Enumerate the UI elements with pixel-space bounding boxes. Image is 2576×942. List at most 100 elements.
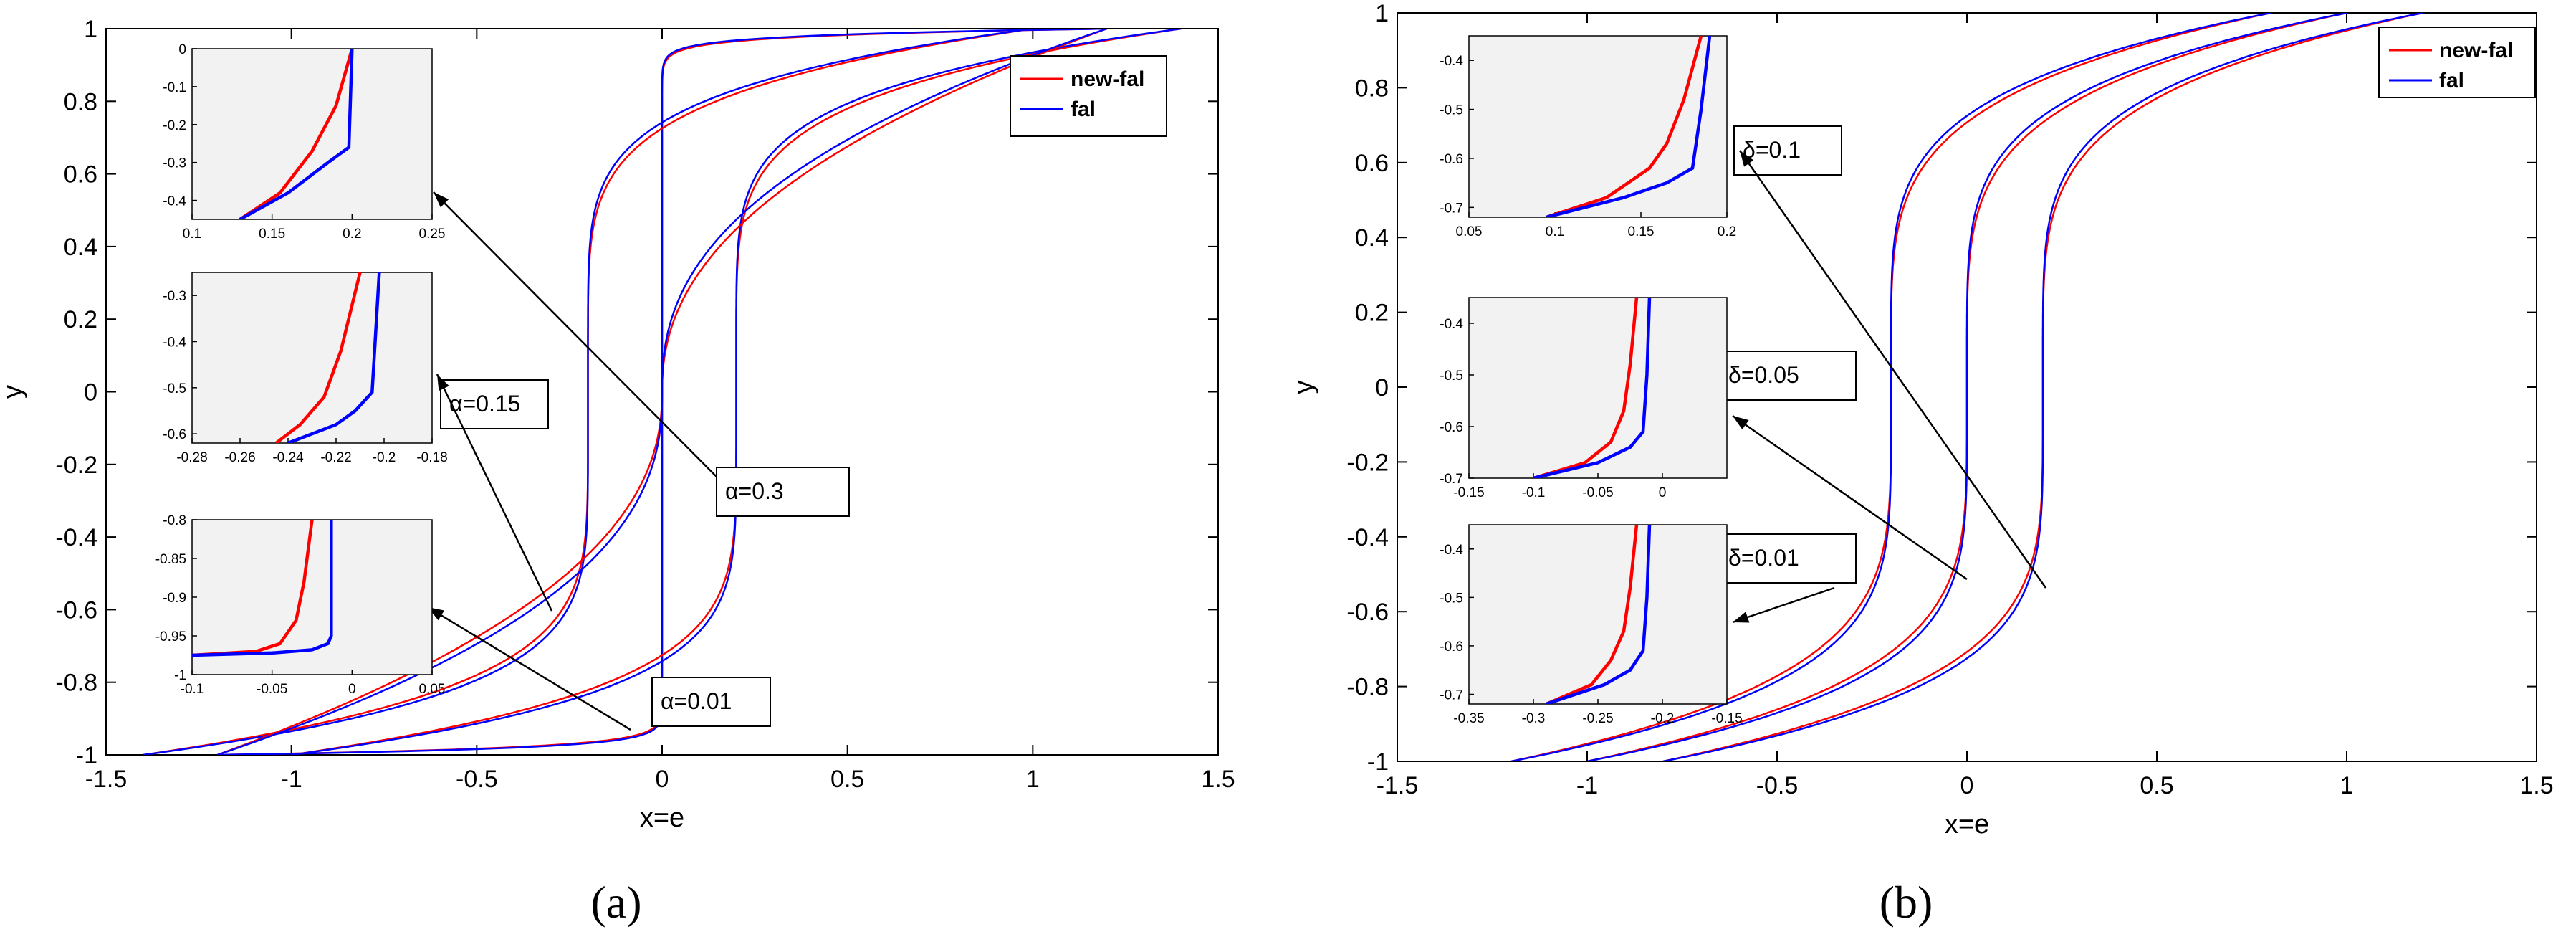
y-tick-label: 1 xyxy=(1375,0,1389,27)
annotation-box xyxy=(651,677,771,727)
y-tick-label: 0.4 xyxy=(1355,224,1389,252)
annotation-label: δ=0.1 xyxy=(1743,137,1801,163)
inset-series-new_fal xyxy=(1546,36,1703,217)
inset-y-tick-label: -0.9 xyxy=(163,591,186,606)
legend-label: new-fal xyxy=(2439,39,2513,62)
y-tick-label: 0.2 xyxy=(64,306,97,333)
inset-series-new_fal xyxy=(274,272,362,443)
legend-label: new-fal xyxy=(1071,67,1144,91)
inset-series-fal xyxy=(239,49,354,219)
inset-x-tick-label: 0.2 xyxy=(343,227,361,242)
inset-x-tick-label: 0.1 xyxy=(183,227,201,242)
annotation-arrow-1-line xyxy=(1732,414,1968,581)
curves xyxy=(1510,13,2423,761)
inset-y-tick-label: -0.7 xyxy=(1440,688,1463,703)
inset-x-tick-label: 0.25 xyxy=(419,227,446,242)
inset-series-fal xyxy=(287,272,381,443)
y-tick-label: -0.4 xyxy=(55,524,97,551)
y-tick-label: 1 xyxy=(84,16,97,43)
x-tick-label: 1.5 xyxy=(2519,772,2553,799)
y-tick-label: 0.6 xyxy=(64,161,97,189)
inset-x-tick-label: -0.24 xyxy=(272,450,304,465)
y-tick-label: -0.4 xyxy=(1346,524,1389,551)
inset-curves xyxy=(1533,298,1652,478)
x-tick-label: 1.5 xyxy=(1201,766,1235,793)
inset-y-tick-label: -0.6 xyxy=(1440,639,1463,655)
y-tick-label: 0.8 xyxy=(64,88,97,115)
inset-y-tick-label: -0.5 xyxy=(1440,103,1463,118)
series-fal-0 xyxy=(1510,13,2271,761)
inset-y-tick-label: -0.7 xyxy=(1440,472,1463,487)
series-fal-2 xyxy=(291,29,1182,755)
inset-1: -0.28 -0.26 -0.24 -0.22 -0.2 -0.18 -0.3 -0.4 -0.… xyxy=(163,272,448,465)
y-axis-label: y xyxy=(0,385,28,399)
inset-x-tick-label: 0.05 xyxy=(1456,224,1483,239)
x-tick-label: 1 xyxy=(2340,772,2354,799)
inset-y-tick-label: -0.6 xyxy=(1440,152,1463,167)
inset-plot-area xyxy=(1468,35,1728,218)
x-tick-label: 0 xyxy=(1960,772,1974,799)
inset-x-tick-label: -0.1 xyxy=(181,682,204,697)
x-axis-label: x=e xyxy=(640,803,684,833)
inset-plot-area xyxy=(191,272,433,444)
inset-x-tick-label: 0.15 xyxy=(1628,224,1655,239)
inset-x-tick-label: -0.22 xyxy=(320,450,351,465)
inset-curves xyxy=(274,272,381,443)
inset-x-tick-label: -0.05 xyxy=(257,682,287,697)
inset-y-tick-label: -0.3 xyxy=(163,289,186,304)
x-axis-label: x=e xyxy=(1945,809,1989,839)
inset-x-tick-label: 0.15 xyxy=(259,227,285,242)
annotation-label: α=0.15 xyxy=(449,391,520,417)
inset-plot-area xyxy=(191,48,433,220)
inset-0: 0.05 0.1 0.15 0.2 -0.4 -0.5 -0.6 -0.7 xyxy=(1440,35,1736,239)
curves xyxy=(143,29,1182,755)
series-fal-1 xyxy=(143,29,1033,755)
inset-x-tick-label: 0.05 xyxy=(419,682,446,697)
annotation-arrow-0-line xyxy=(433,191,717,477)
y-tick-label: 0.8 xyxy=(1355,75,1389,102)
inset-y-tick-label: -0.4 xyxy=(1440,54,1463,69)
y-tick-label: -0.2 xyxy=(55,452,97,479)
x-tick-label: 0 xyxy=(656,766,669,793)
annotation-arrow-0-head xyxy=(1740,151,1754,167)
y-tick-label: -1 xyxy=(76,742,97,769)
inset-series-new_fal xyxy=(192,520,314,657)
inset-y-tick-label: -0.4 xyxy=(1440,317,1463,332)
inset-x-tick-label: -0.05 xyxy=(1582,485,1613,500)
inset-series-fal xyxy=(1546,525,1652,704)
inset-x-tick-label: -0.25 xyxy=(1582,711,1613,726)
inset-y-tick-label: -0.1 xyxy=(163,80,186,95)
series-fal-1 xyxy=(1586,13,2347,761)
inset-x-tick-label: -0.2 xyxy=(373,450,396,465)
inset-y-tick-label: -0.95 xyxy=(155,629,186,644)
inset-1: -0.15 -0.1 -0.05 0 -0.4 -0.5 -0.6 -0.7 xyxy=(1440,297,1728,500)
inset-2: -0.35 -0.3 -0.25 -0.2 -0.15 -0.4 -0.5 -0.6 -0.7 xyxy=(1440,524,1743,726)
legend-label: fal xyxy=(2439,69,2464,92)
panel-a: -1.5 -1 -0.5 0 0.5 1 1.5-1-0.8-0.6-0.4-0.200.2… xyxy=(0,16,1235,833)
inset-x-tick-label: -0.3 xyxy=(1522,711,1546,726)
inset-x-tick-label: 0 xyxy=(1659,485,1667,500)
x-tick-label: -1 xyxy=(1576,772,1598,799)
inset-plot-area xyxy=(1468,297,1728,479)
panel-b: -1.5 -1 -0.5 0 0.5 1 1.5-1-0.8-0.6-0.4-0.200.2… xyxy=(1289,0,2554,839)
inset-y-tick-label: -0.4 xyxy=(163,335,186,350)
inset-0: 0.1 0.15 0.2 0.25 0 -0.1 -0.2 -0.3 -0.4 xyxy=(163,42,445,242)
inset-y-tick-label: -0.85 xyxy=(155,552,186,567)
y-tick-label: -0.6 xyxy=(1346,599,1389,626)
annotation-label: α=0.3 xyxy=(725,478,784,504)
inset-y-tick-label: -0.6 xyxy=(1440,420,1463,435)
inset-curves xyxy=(192,520,333,657)
annotation-label: δ=0.01 xyxy=(1728,545,1799,571)
inset-y-tick-label: -0.5 xyxy=(1440,368,1463,384)
inset-y-tick-label: -0.7 xyxy=(1440,201,1463,216)
inset-y-tick-label: -0.2 xyxy=(163,118,186,133)
inset-x-tick-label: 0.1 xyxy=(1546,224,1564,239)
inset-series-new_fal xyxy=(1546,525,1639,704)
inset-y-tick-label: -1 xyxy=(174,668,186,683)
x-tick-label: -1.5 xyxy=(1376,772,1419,799)
inset-x-tick-label: -0.28 xyxy=(176,450,207,465)
caption-a: (a) xyxy=(590,877,641,928)
y-axis-label: y xyxy=(1289,381,1319,394)
annotation-label: δ=0.05 xyxy=(1728,362,1799,388)
inset-curves xyxy=(239,49,354,219)
